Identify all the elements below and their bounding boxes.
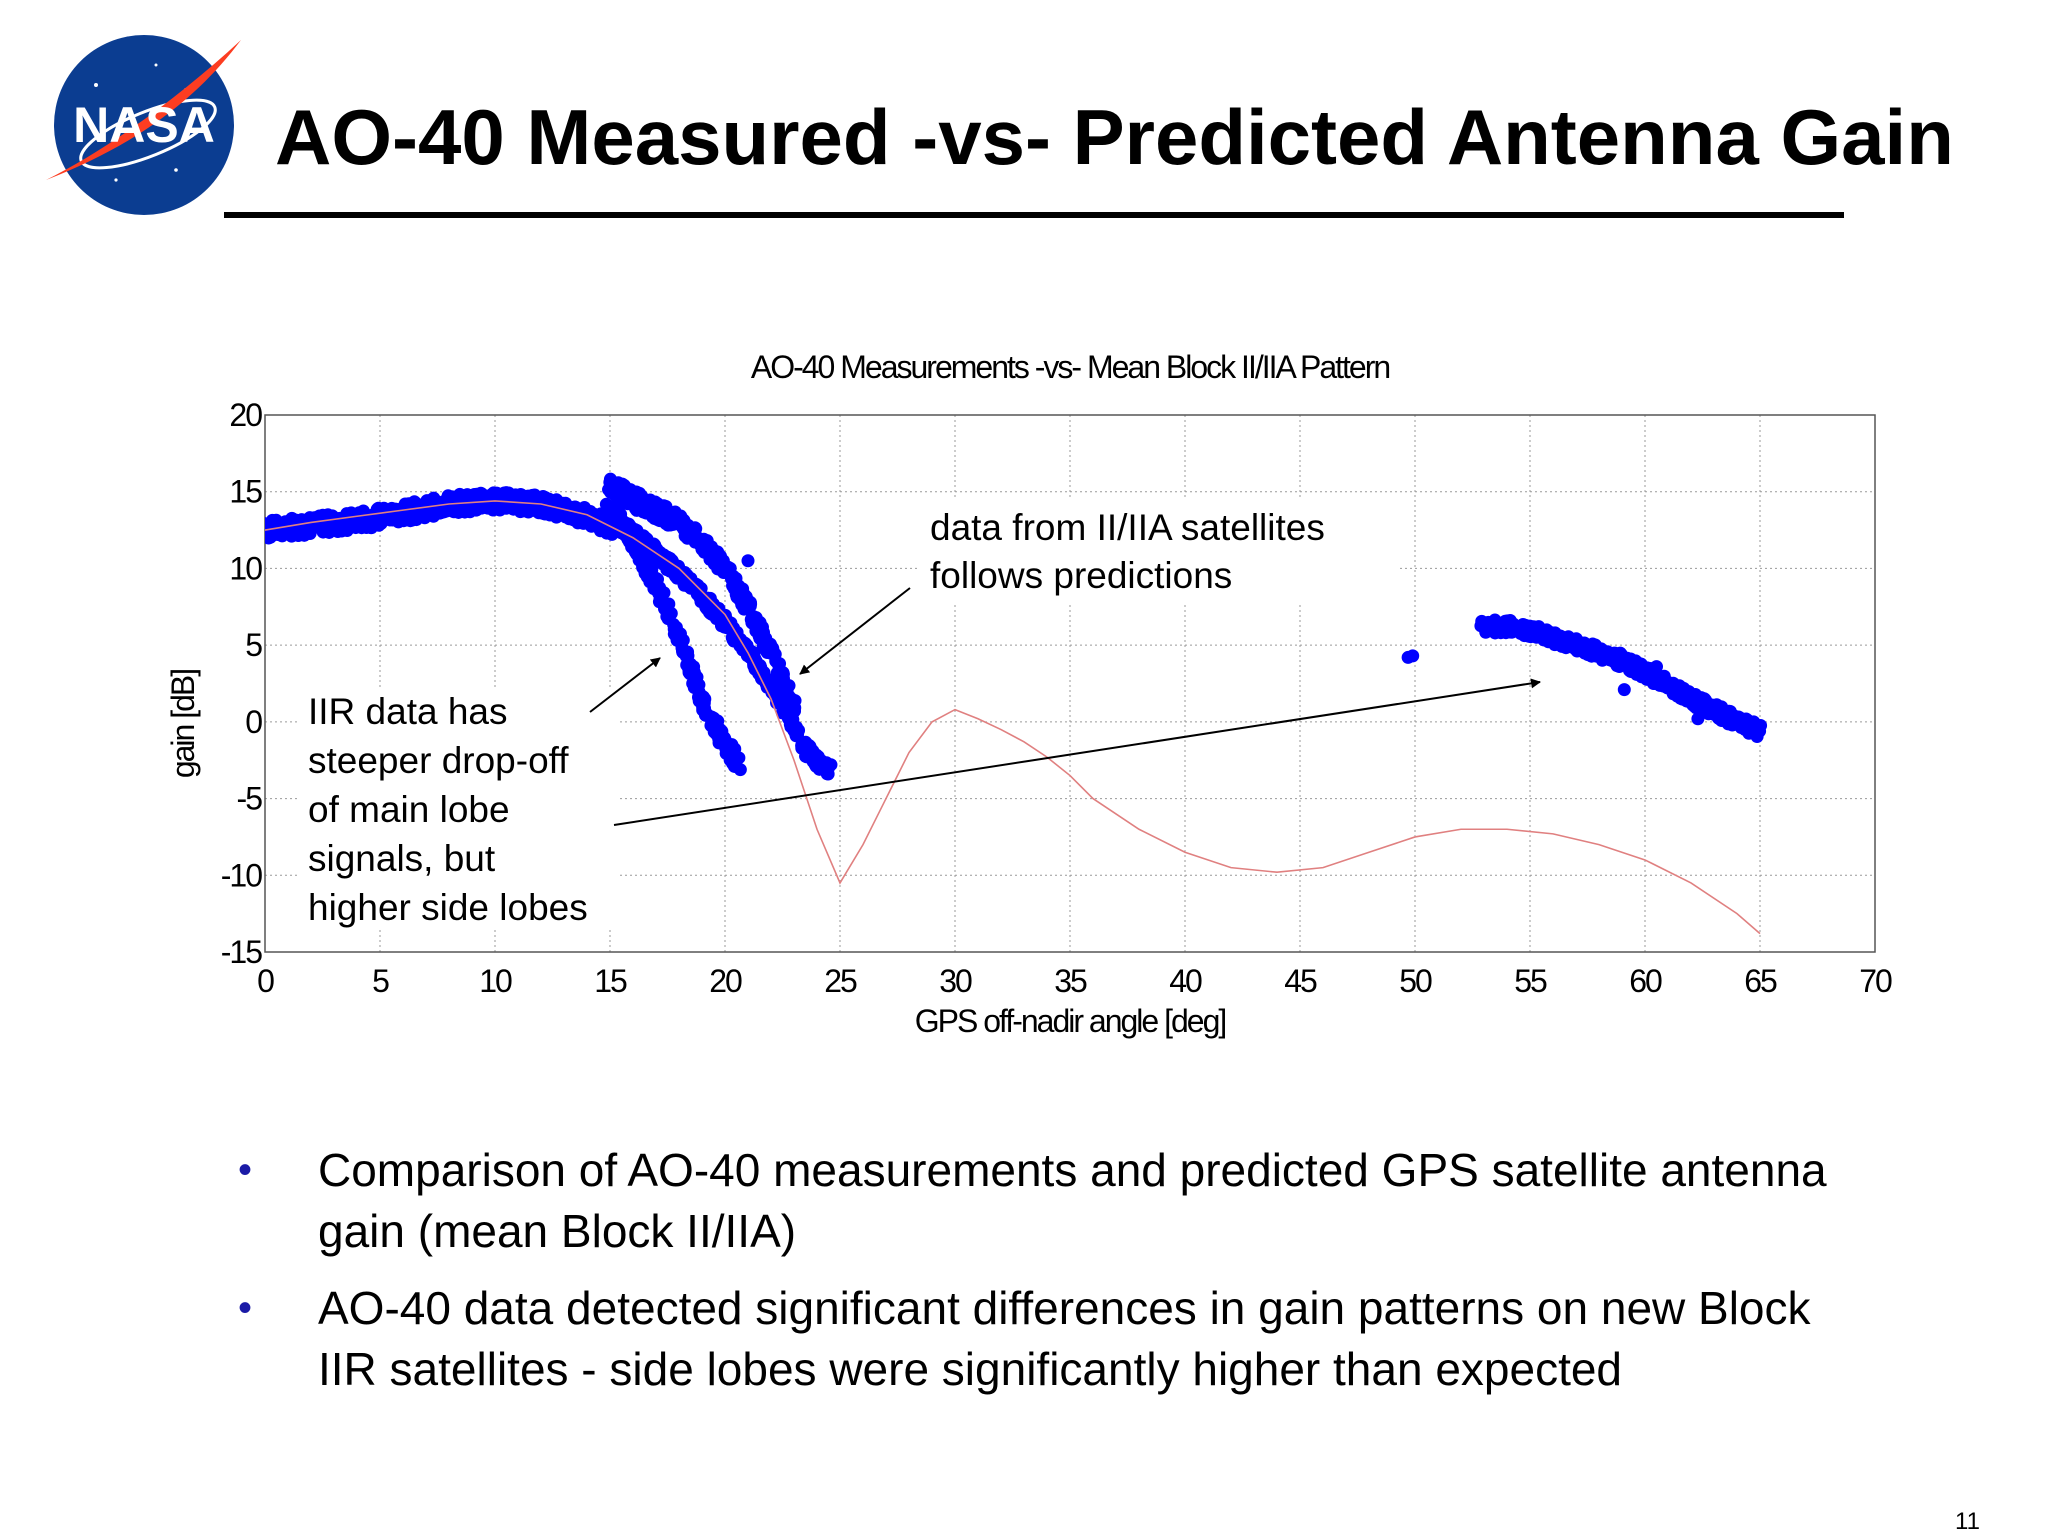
x-tick-label: 60 xyxy=(1629,963,1662,999)
data-point xyxy=(776,666,790,680)
y-tick-label: 15 xyxy=(229,474,262,510)
chart-title: AO-40 Measurements -vs- Mean Block II/II… xyxy=(751,349,1389,385)
bullet-item: • Comparison of AO-40 measurements and pr… xyxy=(230,1140,1880,1262)
data-point xyxy=(1750,729,1764,743)
data-point xyxy=(732,751,746,765)
data-point xyxy=(1749,719,1763,733)
x-tick-label: 65 xyxy=(1744,963,1777,999)
x-tick-label: 0 xyxy=(257,963,274,999)
x-tick-label: 20 xyxy=(709,963,742,999)
y-tick-label: 5 xyxy=(245,627,262,663)
annotation-box-predictions xyxy=(920,500,1400,604)
x-tick-label: 25 xyxy=(824,963,857,999)
measurement-points xyxy=(265,472,1768,781)
x-tick-label: 35 xyxy=(1054,963,1087,999)
annotation-predictions-line-2: follows predictions xyxy=(930,555,1232,596)
x-tick-label: 45 xyxy=(1284,963,1317,999)
data-point xyxy=(1406,649,1420,663)
data-point xyxy=(694,581,708,595)
annotation-arrow-predictions xyxy=(799,587,911,675)
y-tick-label: -15 xyxy=(221,934,262,970)
data-point xyxy=(819,756,833,770)
y-axis-label: gain [dB] xyxy=(165,670,201,778)
bullet-text: Comparison of AO-40 measurements and pre… xyxy=(318,1144,1827,1257)
y-tick-label: 10 xyxy=(229,550,262,586)
annotation-iir-line-3: of main lobe xyxy=(308,789,510,830)
x-tick-label: 10 xyxy=(479,963,512,999)
y-tick-label: -10 xyxy=(221,857,262,893)
bullet-item: • AO-40 data detected significant differe… xyxy=(230,1278,1880,1400)
bullet-list: • Comparison of AO-40 measurements and pr… xyxy=(230,1140,1880,1416)
data-point xyxy=(789,720,803,734)
data-point xyxy=(729,571,743,585)
y-tick-label: 0 xyxy=(245,704,262,740)
data-point xyxy=(781,681,795,695)
data-point xyxy=(661,608,675,622)
x-tick-label: 50 xyxy=(1399,963,1432,999)
title-divider xyxy=(224,212,1844,218)
data-point xyxy=(698,692,712,706)
data-point xyxy=(741,554,755,568)
data-point xyxy=(657,499,671,513)
x-tick-label: 40 xyxy=(1169,963,1202,999)
data-point xyxy=(681,645,695,659)
annotation-iir-line-4: signals, but xyxy=(308,838,496,879)
x-tick-label: 30 xyxy=(939,963,972,999)
annotation-arrow-main-lobe xyxy=(589,657,661,713)
data-point xyxy=(674,634,688,648)
y-axis-ticks: 20 15 10 5 0 -5 -10 -15 xyxy=(221,397,264,970)
annotation-predictions-line-1: data from II/IIA satellites xyxy=(930,507,1325,548)
bullet-dot-icon: • xyxy=(238,1286,253,1330)
bullet-dot-icon: • xyxy=(238,1148,253,1192)
data-point xyxy=(766,644,780,658)
plot-frame xyxy=(264,414,1876,953)
data-point xyxy=(687,668,701,682)
data-point xyxy=(733,763,747,777)
x-axis-label: GPS off-nadir angle [deg] xyxy=(915,1003,1226,1039)
x-tick-label: 70 xyxy=(1859,963,1892,999)
data-point xyxy=(1650,660,1663,674)
data-point xyxy=(1617,683,1631,697)
nasa-logo: NASA xyxy=(46,35,241,215)
annotation-iir-line-5: higher side lobes xyxy=(308,887,588,928)
x-tick-label: 55 xyxy=(1514,963,1547,999)
data-point xyxy=(755,624,769,638)
bullet-text: AO-40 data detected significant differen… xyxy=(318,1282,1811,1395)
x-axis-ticks: 0 5 10 15 20 25 30 35 40 45 50 55 60 65 70 xyxy=(257,963,1894,999)
annotation-iir-line-2: steeper drop-off xyxy=(308,740,569,781)
data-point xyxy=(689,522,703,536)
slide-title: AO-40 Measured -vs- Predicted Antenna Ga… xyxy=(275,93,1954,181)
data-point xyxy=(707,711,721,725)
page-number: 11 xyxy=(1955,1508,1980,1535)
nasa-logo-wordmark: NASA xyxy=(73,97,215,153)
y-tick-label: 20 xyxy=(229,397,262,433)
x-tick-label: 15 xyxy=(594,963,627,999)
annotation-box-iir xyxy=(298,688,618,928)
y-tick-label: -5 xyxy=(237,781,263,817)
data-point xyxy=(657,586,671,600)
data-point xyxy=(743,599,757,613)
data-point xyxy=(437,505,451,519)
data-point xyxy=(1691,712,1705,726)
annotation-arrow-side-lobes xyxy=(613,678,1541,826)
predicted-gain-line xyxy=(265,500,1761,935)
x-tick-label: 5 xyxy=(372,963,389,999)
annotation-iir-line-1: IIR data has xyxy=(308,691,508,732)
